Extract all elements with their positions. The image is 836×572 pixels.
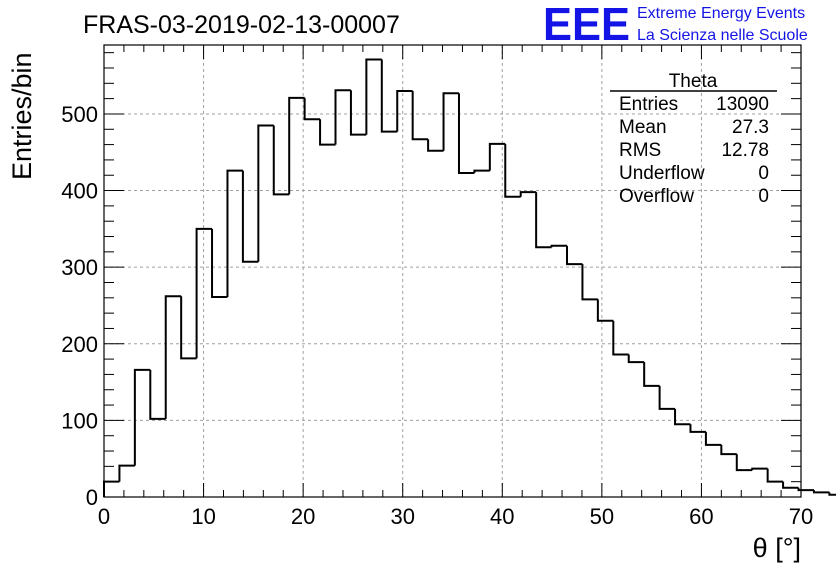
histogram-bin bbox=[581, 264, 598, 301]
logo-line2: La Scienza nelle Scuole bbox=[637, 27, 808, 44]
histogram-bin bbox=[118, 464, 135, 482]
stats-row-label: Underflow bbox=[619, 163, 705, 184]
x-tick-label: 20 bbox=[291, 504, 315, 529]
histogram-bin bbox=[720, 444, 737, 456]
histogram-bin bbox=[473, 169, 490, 173]
histogram-bin bbox=[488, 142, 506, 171]
histogram-bin bbox=[782, 481, 799, 489]
x-axis-title: θ [°] bbox=[753, 533, 801, 563]
histogram-bin bbox=[674, 408, 691, 426]
eee-logo: EEE Extreme Energy Events La Scienza nel… bbox=[543, 0, 808, 50]
histogram-bin bbox=[612, 320, 629, 356]
histogram-bin bbox=[704, 431, 722, 446]
histogram-bin bbox=[288, 96, 305, 195]
x-tick-label: 60 bbox=[689, 504, 713, 529]
histogram-bin bbox=[550, 244, 568, 248]
histogram-bin bbox=[627, 354, 645, 364]
stats-row-label: RMS bbox=[619, 140, 661, 161]
histogram-bin bbox=[133, 368, 151, 466]
histogram-bin bbox=[442, 92, 459, 151]
x-tick-label: 40 bbox=[490, 504, 514, 529]
histogram-bin bbox=[257, 124, 274, 262]
histogram-bin bbox=[164, 295, 182, 419]
histogram-bin bbox=[103, 480, 120, 497]
histogram-bin bbox=[519, 191, 537, 197]
logo-line1: Extreme Energy Events bbox=[637, 5, 805, 22]
histogram-bin bbox=[566, 245, 583, 266]
histogram-bin bbox=[643, 362, 660, 387]
histogram-bin bbox=[735, 454, 753, 472]
histogram-bin bbox=[303, 97, 321, 121]
histogram-bin bbox=[427, 139, 444, 152]
stats-row-label: Mean bbox=[619, 117, 667, 138]
histogram-bin bbox=[365, 58, 382, 135]
axis-ticks: 0 10 20 30 40 50 60 70 0 100 200 300 400 500 bbox=[61, 45, 813, 529]
histogram-bin bbox=[504, 143, 521, 198]
histogram-bin bbox=[396, 89, 413, 132]
x-tick-label: 50 bbox=[590, 504, 614, 529]
plot-frame bbox=[103, 44, 802, 498]
histogram-bin bbox=[797, 487, 814, 492]
histogram-bin bbox=[535, 192, 552, 249]
x-tick-label: 10 bbox=[191, 504, 215, 529]
histogram-bin bbox=[766, 468, 784, 483]
y-axis-title: Entries/bin bbox=[7, 52, 37, 180]
stats-row-label: Entries bbox=[619, 94, 678, 115]
stats-title: Theta bbox=[669, 71, 718, 92]
logo-mark: EEE bbox=[543, 0, 630, 50]
stats-row-label: Overflow bbox=[619, 186, 694, 207]
histogram-bin bbox=[457, 93, 475, 174]
y-tick-label: 100 bbox=[61, 408, 98, 433]
chart-title: FRAS-03-2019-02-13-00007 bbox=[83, 11, 400, 39]
x-tick-label: 30 bbox=[390, 504, 414, 529]
stats-row-value: 0 bbox=[758, 186, 769, 207]
histogram-bin bbox=[751, 467, 768, 471]
x-tick-label: 70 bbox=[789, 504, 813, 529]
histogram-bin bbox=[319, 119, 336, 146]
histogram-bin bbox=[226, 169, 243, 298]
x-tick-label: 0 bbox=[98, 504, 110, 529]
y-tick-label: 200 bbox=[61, 332, 98, 357]
histogram-bin bbox=[211, 228, 228, 299]
histogram-bin bbox=[334, 89, 351, 145]
histogram-bin bbox=[828, 492, 836, 496]
histogram-bin bbox=[241, 170, 259, 263]
histogram-bin bbox=[689, 424, 706, 433]
histogram-bin bbox=[349, 90, 367, 136]
histogram-bin bbox=[380, 59, 398, 133]
histogram-bin bbox=[658, 385, 676, 410]
stats-box: Theta Entries 13090 Mean 27.3 RMS 12.78 Underf… bbox=[610, 71, 777, 207]
histogram-bin bbox=[596, 299, 614, 322]
histogram-bin bbox=[812, 490, 830, 494]
stats-row-value: 27.3 bbox=[732, 117, 769, 138]
y-tick-label: 500 bbox=[61, 102, 98, 127]
grid-lines bbox=[104, 45, 801, 497]
y-tick-label: 300 bbox=[61, 255, 98, 280]
stats-row-value: 13090 bbox=[716, 94, 769, 115]
histogram-bin bbox=[195, 227, 213, 359]
histogram-bin bbox=[180, 296, 197, 360]
histogram-bin bbox=[411, 90, 429, 141]
y-tick-label: 0 bbox=[86, 485, 98, 510]
histogram-bars bbox=[103, 58, 836, 497]
histogram-bin bbox=[149, 369, 166, 420]
histogram-bin bbox=[272, 125, 290, 196]
stats-row-value: 0 bbox=[758, 163, 769, 184]
y-tick-label: 400 bbox=[61, 179, 98, 204]
stats-row-value: 12.78 bbox=[721, 140, 769, 161]
